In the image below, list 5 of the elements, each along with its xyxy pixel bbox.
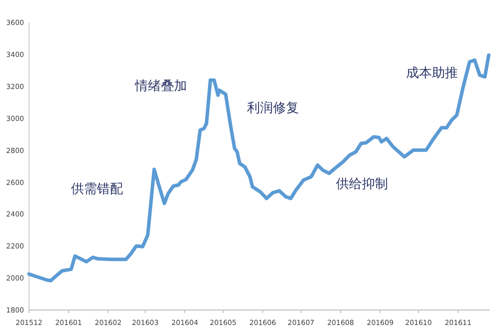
- annotation: 供需错配: [71, 182, 123, 197]
- annotation: 成本助推: [406, 66, 458, 81]
- annotation: 利润修复: [247, 101, 299, 116]
- annotation: 情绪叠加: [134, 79, 187, 94]
- annotation: 供给抑制: [336, 177, 388, 192]
